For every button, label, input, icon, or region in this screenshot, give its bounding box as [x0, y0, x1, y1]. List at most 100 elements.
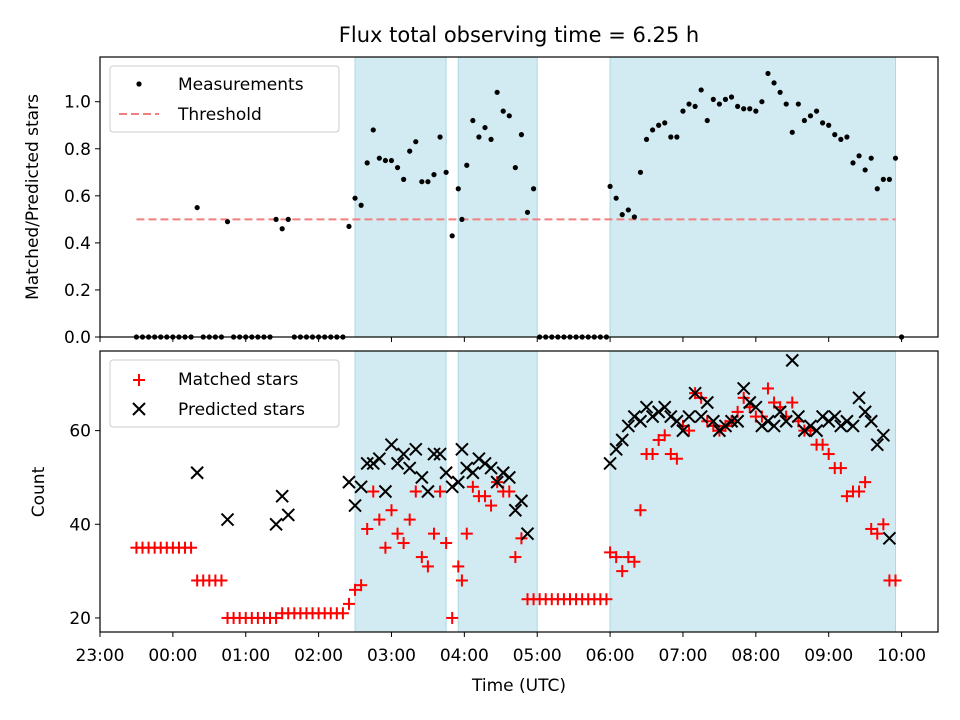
matched-star-point	[427, 527, 440, 540]
x-tick-label: 06:00	[586, 646, 635, 666]
matched-star-point	[185, 541, 198, 554]
x-tick-label: 04:00	[440, 646, 489, 666]
legend-predicted-marker	[132, 402, 146, 416]
predicted-marker-b	[724, 414, 739, 428]
predicted-star-point	[378, 484, 393, 499]
matched-star-point	[478, 490, 491, 503]
matched-star-point	[610, 551, 623, 564]
predicted-marker-b	[269, 517, 283, 531]
predicted-star-point	[190, 466, 204, 480]
measurement-point	[388, 157, 395, 164]
matched-star-point	[403, 513, 416, 526]
measurement-point	[285, 216, 291, 222]
matched-star-point	[622, 551, 635, 564]
measurement-point	[346, 223, 352, 230]
predicted-marker-b	[484, 461, 498, 475]
measurement-point	[273, 216, 279, 222]
observing-band-1	[354, 56, 447, 338]
bottom-legend-box	[109, 359, 340, 428]
predicted-star-point	[433, 447, 447, 461]
predicted-marker-b	[791, 409, 806, 424]
top-y-ticks: 0.0 0.2 0.4 0.6 0.8 1.0	[64, 93, 100, 348]
measurement-point	[783, 101, 789, 107]
predicted-marker-b	[396, 447, 411, 461]
predicted-star-point	[372, 452, 387, 466]
predicted-marker-b	[676, 423, 690, 438]
predicted-marker-b	[852, 391, 866, 405]
chart-title: Flux total observing time = 6.25 h	[339, 23, 699, 47]
predicted-marker-b	[455, 442, 469, 457]
predicted-star-point	[415, 470, 429, 485]
measurement-point	[607, 183, 613, 190]
predicted-marker-b	[706, 414, 721, 428]
matched-star-point	[840, 490, 853, 503]
measurement-point	[892, 155, 899, 161]
matched-star-point	[683, 424, 696, 437]
bottom-x-ticks: 23:00 00:00 01:00 02:00 03:00 04:00 05:00 06:00…	[76, 632, 926, 666]
predicted-marker-b	[682, 409, 696, 424]
matched-star-point	[865, 522, 878, 535]
predicted-star-point	[348, 498, 362, 513]
bottom-legend: Matched stars Predicted stars	[109, 359, 340, 428]
measurement-point	[868, 155, 874, 161]
matched-star-point	[786, 396, 799, 409]
predicted-marker-b	[354, 480, 368, 494]
legend-measurement-marker	[136, 81, 142, 87]
matched-star-point	[646, 448, 659, 461]
predicted-marker-b	[220, 512, 235, 527]
matched-star-point	[415, 551, 428, 564]
matched-star-point	[503, 485, 516, 498]
predicted-star-point	[682, 409, 696, 424]
predicted-marker-b	[421, 484, 435, 499]
predicted-marker-b	[858, 405, 872, 419]
predicted-marker-b	[190, 466, 204, 480]
predicted-marker-b	[466, 466, 480, 480]
x-tick-label: 09:00	[804, 646, 853, 666]
predicted-star-point	[502, 470, 516, 485]
measurement-point	[455, 186, 461, 192]
predicted-star-point	[882, 531, 897, 546]
matched-star-point	[509, 551, 522, 564]
top-panel: 0.0 0.2 0.4 0.6 0.8 1.0 Matched/Predicted sta…	[23, 56, 939, 348]
predicted-star-point	[676, 423, 690, 438]
measurement-point	[777, 89, 783, 95]
matched-star-point	[822, 448, 835, 461]
predicted-marker-b	[633, 414, 648, 428]
matched-star-point	[485, 499, 498, 512]
predicted-marker-b	[864, 414, 878, 428]
predicted-star-point	[490, 475, 504, 489]
matched-star-point	[853, 485, 866, 498]
predicted-star-point	[846, 419, 860, 433]
predicted-star-point	[409, 442, 423, 457]
measurement-point	[376, 155, 382, 161]
top-x-ticks	[99, 337, 903, 342]
measurement-point	[437, 134, 443, 140]
legend-measurements-label: Measurements	[178, 75, 304, 95]
measurement-point	[352, 195, 358, 201]
measurement-point	[443, 169, 449, 175]
measurement-point	[807, 113, 814, 119]
matched-star-point	[859, 476, 872, 489]
measurement-point	[820, 120, 826, 126]
predicted-marker-b	[615, 433, 629, 447]
predicted-star-point	[384, 437, 399, 452]
matched-star-point	[658, 429, 671, 442]
predicted-marker-b	[427, 447, 441, 461]
y-tick-label: 20	[69, 609, 91, 629]
predicted-star-point	[603, 456, 617, 471]
measurement-point	[407, 148, 413, 154]
matched-star-point	[355, 579, 368, 592]
predicted-star-point	[658, 400, 672, 414]
matched-star-point	[466, 480, 479, 493]
measurement-point	[649, 127, 656, 133]
predicted-marker-b	[767, 419, 781, 433]
predicted-star-point	[706, 414, 721, 428]
measurement-point	[838, 136, 844, 142]
matched-star-point	[379, 541, 392, 554]
measurement-point	[524, 209, 531, 215]
bottom-y-axis-label: Count	[29, 466, 49, 517]
measurement-point	[735, 103, 741, 110]
predicted-marker-b	[451, 475, 465, 489]
predicted-marker-b	[700, 395, 714, 410]
measurement-point	[698, 87, 704, 93]
